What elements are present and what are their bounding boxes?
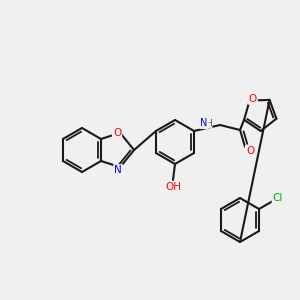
Text: O: O bbox=[113, 128, 121, 138]
Text: OH: OH bbox=[165, 182, 181, 192]
Text: Cl: Cl bbox=[273, 193, 283, 203]
Text: O: O bbox=[246, 146, 254, 156]
Text: N: N bbox=[114, 165, 122, 175]
Text: N: N bbox=[200, 118, 208, 128]
Text: H: H bbox=[205, 118, 212, 127]
Text: O: O bbox=[248, 94, 257, 103]
